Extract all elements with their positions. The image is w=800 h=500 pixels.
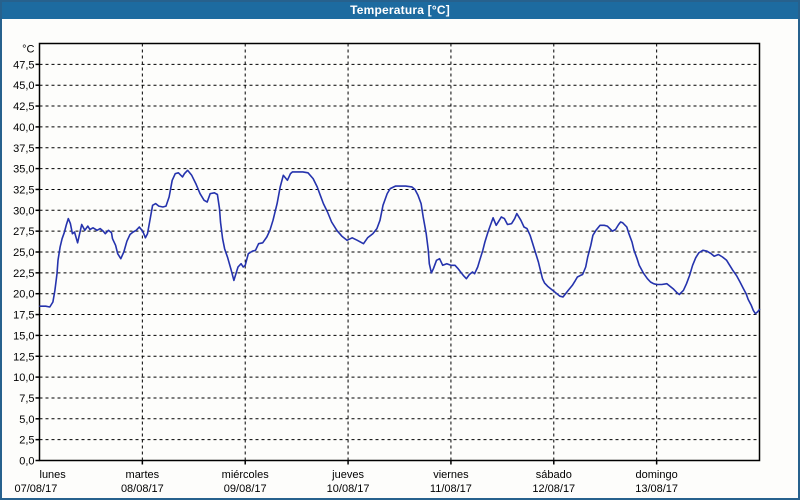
y-tick-label: 10,0	[13, 372, 34, 384]
plot-border	[38, 42, 761, 462]
x-day-label: sábado	[536, 469, 572, 481]
y-tick-label: 12,5	[13, 351, 34, 363]
y-tick-label: 2,5	[19, 435, 34, 447]
x-date-label: 12/08/17	[532, 483, 575, 495]
x-date-label: 07/08/17	[15, 483, 58, 495]
y-tick-label: 7,5	[19, 393, 34, 405]
x-date-label: 10/08/17	[327, 483, 370, 495]
x-date-label: 08/08/17	[121, 483, 164, 495]
x-day-label: lunes	[40, 469, 67, 481]
y-tick-label: 30,0	[13, 205, 34, 217]
y-tick-label: 22,5	[13, 268, 34, 280]
y-tick-label: 20,0	[13, 289, 34, 301]
y-tick-label: 47,5	[13, 59, 34, 71]
y-tick-label: 17,5	[13, 310, 34, 322]
y-tick-label: 0,0	[19, 456, 34, 468]
titlebar: Temperatura [°C]	[0, 0, 800, 19]
y-tick-label: 25,0	[13, 247, 34, 259]
x-day-label: viernes	[433, 469, 469, 481]
y-tick-label: 15,0	[13, 330, 34, 342]
temperature-line	[39, 169, 761, 315]
y-tick-label: 35,0	[13, 164, 34, 176]
x-day-label: martes	[126, 469, 160, 481]
y-tick-label: 27,5	[13, 226, 34, 238]
y-tick-label: 37,5	[13, 143, 34, 155]
y-tick-label: 5,0	[19, 414, 34, 426]
y-tick-label: 40,0	[13, 122, 34, 134]
y-tick-label: 45,0	[13, 80, 34, 92]
x-day-label: domingo	[636, 469, 678, 481]
x-date-label: 09/08/17	[224, 483, 267, 495]
y-axis-unit-label: °C	[22, 44, 34, 56]
x-day-label: miércoles	[222, 469, 270, 481]
x-date-label: 11/08/17	[430, 483, 472, 495]
window-title: Temperatura [°C]	[350, 2, 450, 17]
y-tick-label: 32,5	[13, 184, 34, 196]
x-day-label: jueves	[331, 469, 364, 481]
y-tick-label: 42,5	[13, 101, 34, 113]
x-date-label: 13/08/17	[635, 483, 678, 495]
